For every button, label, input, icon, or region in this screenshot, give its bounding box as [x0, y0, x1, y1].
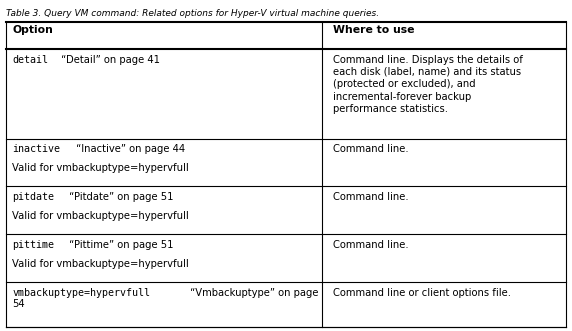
Text: “Pittime” on page 51: “Pittime” on page 51	[66, 240, 173, 250]
Text: pitdate: pitdate	[13, 192, 54, 202]
Text: vmbackuptype=hypervfull: vmbackuptype=hypervfull	[13, 288, 150, 298]
Text: “Pitdate” on page 51: “Pitdate” on page 51	[66, 192, 173, 202]
Text: Valid for vmbackuptype=hypervfull: Valid for vmbackuptype=hypervfull	[13, 259, 189, 269]
Text: Option: Option	[13, 25, 53, 35]
Text: Valid for vmbackuptype=hypervfull: Valid for vmbackuptype=hypervfull	[13, 211, 189, 221]
Text: Where to use: Where to use	[332, 25, 414, 35]
Text: Command line.: Command line.	[332, 240, 408, 250]
Text: Command line.: Command line.	[332, 192, 408, 202]
Text: detail: detail	[13, 55, 49, 65]
Text: Command line.: Command line.	[332, 144, 408, 155]
Text: 54: 54	[13, 299, 25, 308]
Text: Table 3. Query VM command: Related options for Hyper-V virtual machine queries.: Table 3. Query VM command: Related optio…	[6, 9, 379, 18]
Text: Command line. Displays the details of
each disk (label, name) and its status
(pr: Command line. Displays the details of ea…	[332, 55, 522, 114]
Text: “Vmbackuptype” on page: “Vmbackuptype” on page	[187, 288, 319, 298]
Text: “Detail” on page 41: “Detail” on page 41	[58, 55, 160, 65]
Text: inactive: inactive	[13, 144, 61, 155]
Text: Command line or client options file.: Command line or client options file.	[332, 288, 511, 298]
Text: Valid for vmbackuptype=hypervfull: Valid for vmbackuptype=hypervfull	[13, 163, 189, 173]
Text: “Inactive” on page 44: “Inactive” on page 44	[73, 144, 185, 155]
Text: pittime: pittime	[13, 240, 54, 250]
